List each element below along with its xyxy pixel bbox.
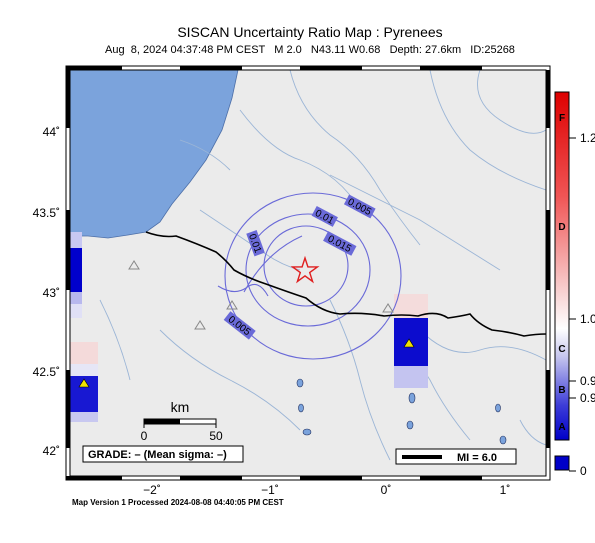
grade-box: GRADE: – (Mean sigma: –) (82, 445, 244, 463)
lakes (296, 378, 507, 445)
lon-tick-label: 0˚ (381, 483, 392, 497)
color-scale: F D C B A 1.2 1.0 0.9 0.9 0 (554, 91, 595, 478)
svg-text:50: 50 (209, 429, 223, 443)
scale-value: 1.2 (580, 131, 595, 145)
map-area: 0.005 0.01 0.01 0.015 0.005 km 0 50 (70, 70, 546, 476)
river-network (99, 70, 546, 461)
station-markers (128, 260, 394, 330)
grade-letter: B (558, 385, 565, 396)
lat-tick-label: 44˚ (43, 125, 60, 139)
scale-value: 0 (580, 464, 587, 478)
uncertainty-cells (70, 232, 428, 422)
epicenter-star-icon (290, 255, 320, 284)
scale-value: 1.0 (580, 312, 595, 326)
svg-text:GRADE: – (Mean sigma: –): GRADE: – (Mean sigma: –) (88, 449, 227, 461)
station-triangle-icon (403, 338, 415, 348)
scale-value: 0.9 (580, 374, 595, 388)
event-info: Aug 8, 2024 04:37:48 PM CEST M 2.0 N43.1… (105, 44, 515, 56)
lat-tick-label: 43˚ (43, 286, 60, 300)
grade-letter: A (558, 422, 565, 433)
svg-text:km: km (171, 399, 190, 415)
svg-text:0: 0 (141, 429, 148, 443)
lon-tick-label: −1˚ (261, 483, 279, 497)
country-border (145, 231, 546, 337)
grade-letter: F (559, 113, 565, 124)
lon-tick-label: 1˚ (500, 483, 511, 497)
uncertainty-contours (217, 192, 402, 360)
mi-box: MI = 6.0 (395, 448, 517, 465)
map-frame (65, 65, 551, 481)
station-triangle-icon (78, 378, 90, 388)
longitude-axis: −2˚ −1˚ 0˚ 1˚ (143, 483, 510, 497)
grade-letter: C (558, 344, 565, 355)
scale-value: 0.9 (580, 391, 595, 405)
svg-text:MI = 6.0: MI = 6.0 (457, 452, 497, 464)
scale-bar: km 0 50 (141, 399, 223, 443)
sea-area (70, 70, 239, 239)
processing-footer: Map Version 1 Processed 2024-08-08 04:40… (72, 498, 284, 507)
lon-tick-label: −2˚ (143, 483, 161, 497)
latitude-axis: 44˚ 43.5˚ 43˚ 42.5˚ 42˚ (33, 125, 60, 458)
map-title: SISCAN Uncertainty Ratio Map : Pyrenees (177, 24, 443, 40)
lat-tick-label: 43.5˚ (33, 206, 60, 220)
lat-tick-label: 42.5˚ (33, 365, 60, 379)
grade-letter: D (558, 222, 565, 233)
lat-tick-label: 42˚ (43, 444, 60, 458)
